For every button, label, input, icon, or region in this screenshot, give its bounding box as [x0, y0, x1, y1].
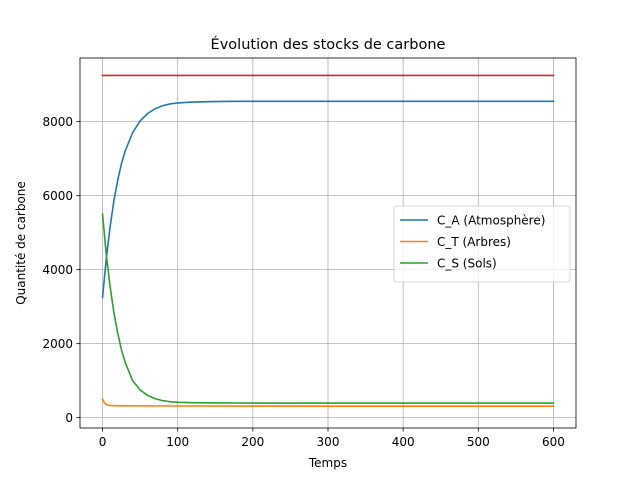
series-line-3	[101, 213, 555, 404]
x-axis-label: Temps	[308, 456, 347, 470]
y-tick-label: 2000	[42, 337, 73, 351]
x-tick-label: 100	[166, 435, 189, 449]
x-tick-label: 300	[317, 435, 340, 449]
legend-label: C_A (Atmosphère)	[437, 214, 545, 228]
y-tick-label: 4000	[42, 263, 73, 277]
y-axis-ticks: 0 2000 4000 6000 8000	[42, 115, 80, 425]
x-tick-label: 500	[467, 435, 490, 449]
legend-label: C_T (Arbres)	[437, 235, 511, 249]
legend: C_A (Atmosphère) C_T (Arbres) C_S (Sols)	[393, 205, 571, 283]
y-tick-label: 0	[65, 411, 73, 425]
x-tick-label: 600	[542, 435, 565, 449]
legend-box	[393, 205, 571, 283]
x-axis-ticks: 0 100 200 300 400 500 600	[99, 428, 565, 449]
y-tick-label: 6000	[42, 189, 73, 203]
x-tick-label: 400	[392, 435, 415, 449]
series-lines	[101, 74, 555, 407]
x-tick-label: 200	[241, 435, 264, 449]
y-tick-label: 8000	[42, 115, 73, 129]
series-line-2	[101, 398, 555, 407]
x-tick-label: 0	[99, 435, 107, 449]
chart-title: Évolution des stocks de carbone	[211, 36, 446, 53]
y-axis-label: Quantité de carbone	[14, 181, 28, 305]
legend-label: C_S (Sols)	[437, 257, 497, 271]
series-line-1	[101, 100, 555, 299]
